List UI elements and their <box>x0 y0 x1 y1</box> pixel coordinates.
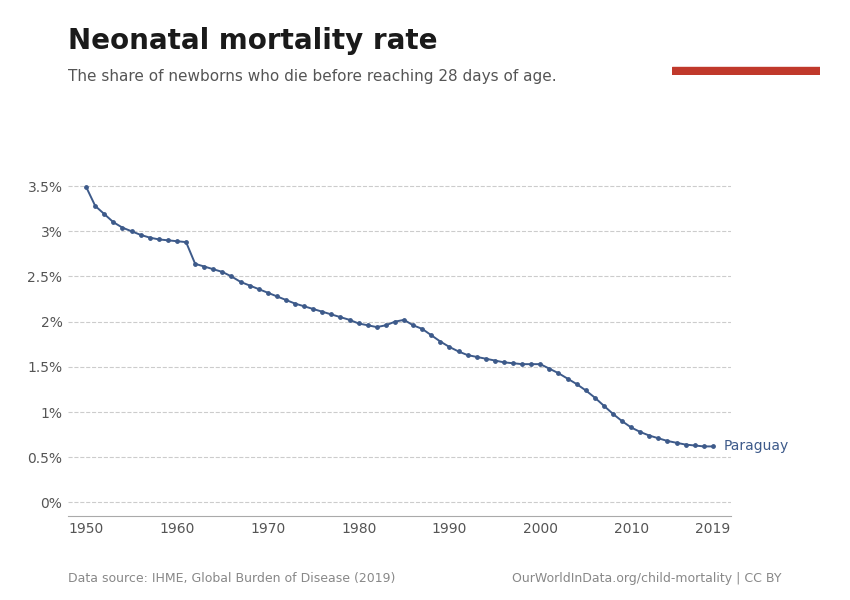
Point <box>542 364 556 373</box>
Text: Paraguay: Paraguay <box>723 439 789 454</box>
Point <box>224 272 238 281</box>
Point <box>162 236 175 245</box>
Point <box>579 386 592 395</box>
Point <box>524 359 538 369</box>
Point <box>388 317 402 326</box>
Point <box>706 442 720 451</box>
Text: Neonatal mortality rate: Neonatal mortality rate <box>68 27 438 55</box>
Bar <box>672 67 820 75</box>
Point <box>497 358 511 367</box>
Text: in Data: in Data <box>721 47 771 60</box>
Point <box>416 324 429 334</box>
Point <box>152 235 166 244</box>
Point <box>624 422 638 432</box>
Point <box>143 233 156 242</box>
Point <box>552 368 565 378</box>
Point <box>279 295 292 305</box>
Point <box>670 438 683 448</box>
Point <box>615 416 629 426</box>
Point <box>397 315 411 325</box>
Point <box>660 436 674 446</box>
Point <box>461 350 474 360</box>
Point <box>106 217 120 227</box>
Point <box>261 288 275 298</box>
Point <box>270 292 284 301</box>
Point <box>597 401 610 410</box>
Text: Data source: IHME, Global Burden of Disease (2019): Data source: IHME, Global Burden of Dise… <box>68 572 395 585</box>
Point <box>443 342 456 352</box>
Point <box>252 284 265 294</box>
Point <box>243 281 257 290</box>
Point <box>234 277 247 287</box>
Point <box>697 442 711 451</box>
Text: Our World: Our World <box>711 28 781 40</box>
Point <box>352 319 366 328</box>
Text: OurWorldInData.org/child-mortality | CC BY: OurWorldInData.org/child-mortality | CC … <box>513 572 782 585</box>
Point <box>652 433 666 443</box>
Point <box>298 301 311 311</box>
Point <box>207 265 220 274</box>
Point <box>361 320 375 330</box>
Point <box>507 358 520 368</box>
Point <box>288 299 302 308</box>
Point <box>325 310 338 319</box>
Point <box>479 354 493 364</box>
Point <box>88 201 102 211</box>
Point <box>179 238 193 247</box>
Point <box>315 307 329 317</box>
Point <box>216 267 230 277</box>
Point <box>343 315 356 325</box>
Text: The share of newborns who die before reaching 28 days of age.: The share of newborns who die before rea… <box>68 69 557 84</box>
Point <box>515 359 529 369</box>
Point <box>116 223 129 232</box>
Point <box>488 356 502 365</box>
Point <box>643 431 656 440</box>
Point <box>470 352 484 362</box>
Point <box>125 226 139 236</box>
Point <box>379 320 393 330</box>
Point <box>79 182 93 192</box>
Point <box>170 236 184 246</box>
Point <box>570 379 583 389</box>
Point <box>434 337 447 346</box>
Point <box>98 209 111 219</box>
Point <box>534 359 547 369</box>
Point <box>633 427 647 437</box>
Point <box>561 374 575 383</box>
Point <box>189 259 202 269</box>
Point <box>334 313 348 322</box>
Point <box>588 393 602 403</box>
Point <box>688 440 701 450</box>
Point <box>679 440 693 449</box>
Point <box>306 304 320 314</box>
Point <box>133 230 147 239</box>
Point <box>606 409 620 419</box>
Point <box>197 262 211 271</box>
Point <box>451 347 465 356</box>
Point <box>424 331 438 340</box>
Point <box>370 322 383 332</box>
Point <box>406 320 420 330</box>
